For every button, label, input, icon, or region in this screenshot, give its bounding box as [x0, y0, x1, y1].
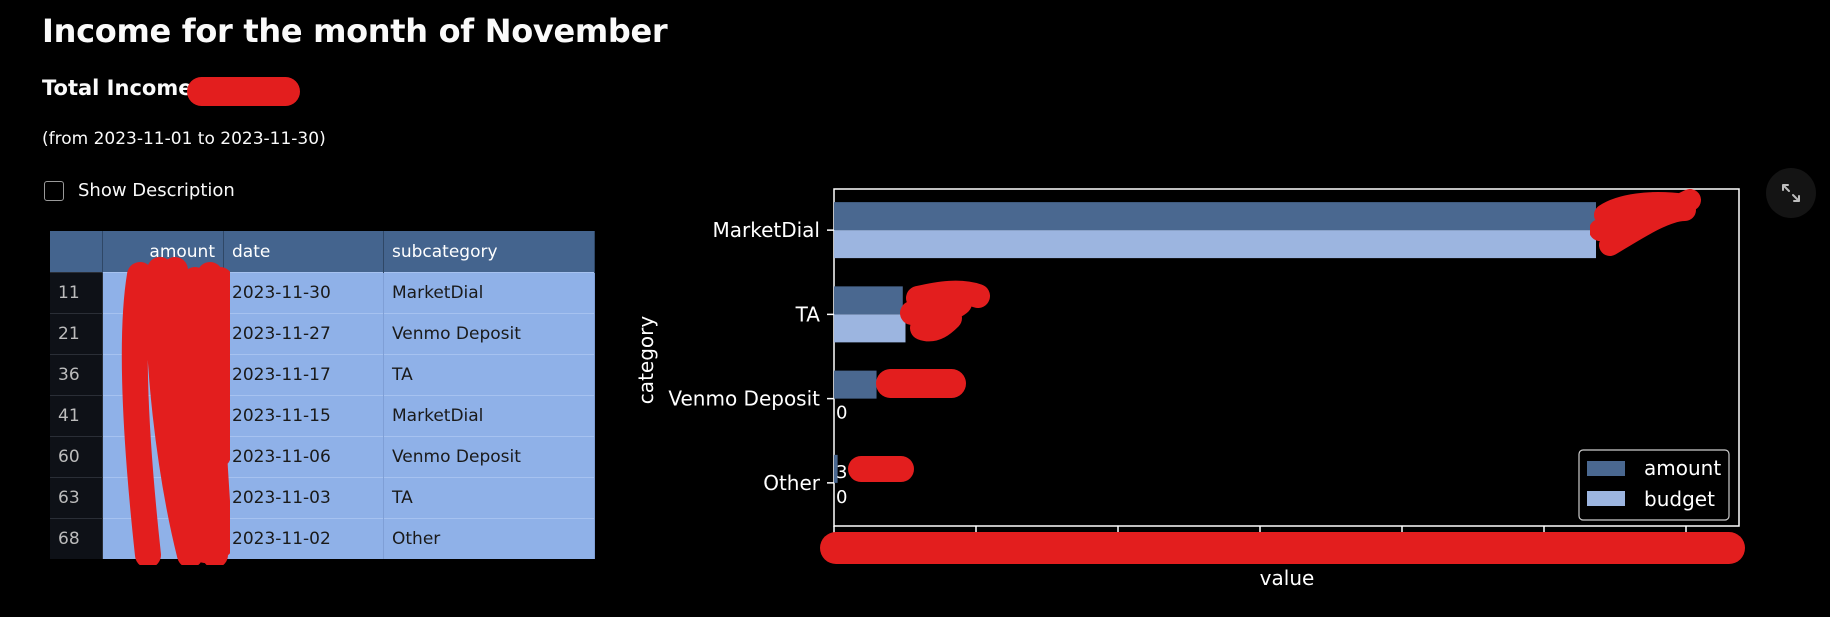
plot-frame — [833, 188, 1740, 527]
date-cell[interactable]: 2023-11-30 — [223, 272, 384, 314]
expand-icon — [1782, 184, 1800, 202]
show-description-checkbox[interactable] — [44, 180, 64, 201]
legend: amount budget — [1578, 449, 1730, 521]
x-axis-label: value — [1260, 566, 1315, 590]
row-index[interactable]: 41 — [50, 395, 103, 437]
show-description-label: Show Description — [78, 180, 235, 201]
row-index[interactable]: 21 — [50, 313, 103, 355]
index-header — [50, 231, 103, 273]
bar-amount-other — [834, 454, 838, 483]
date-cell[interactable]: 2023-11-02 — [223, 518, 384, 559]
y-tick-label: TA — [795, 302, 821, 326]
income-bar-chart: MarketDial TA Venmo Deposit Other 0 3 0 catego… — [634, 188, 1740, 590]
bar-value-label: 3 — [836, 462, 847, 483]
y-tick-label: Venmo Deposit — [668, 387, 820, 411]
bar-budget-marketdial — [834, 230, 1597, 259]
expand-chart-button[interactable] — [1766, 168, 1816, 218]
row-index[interactable]: 11 — [50, 272, 103, 314]
row-index[interactable]: 68 — [50, 518, 103, 559]
subcategory-header[interactable]: subcategory — [383, 231, 595, 273]
subcategory-cell[interactable]: MarketDial — [383, 395, 595, 437]
row-index[interactable]: 60 — [50, 436, 103, 478]
show-description-toggle[interactable]: Show Description — [44, 180, 235, 201]
subcategory-cell[interactable]: MarketDial — [383, 272, 595, 314]
date-range: (from 2023-11-01 to 2023-11-30) — [42, 129, 326, 149]
bar-amount-marketdial — [834, 202, 1597, 231]
date-cell[interactable]: 2023-11-15 — [223, 395, 384, 437]
date-header[interactable]: date — [223, 231, 384, 273]
redacted-amount-column — [121, 257, 230, 565]
redacted-marketdial-value — [1590, 189, 1701, 256]
redacted-venmo-value — [876, 369, 966, 398]
subcategory-cell[interactable]: Other — [383, 518, 595, 559]
date-cell[interactable]: 2023-11-27 — [223, 313, 384, 355]
page-title: Income for the month of November — [42, 12, 668, 50]
date-cell[interactable]: 2023-11-03 — [223, 477, 384, 519]
subcategory-cell[interactable]: TA — [383, 477, 595, 519]
subcategory-cell[interactable]: TA — [383, 354, 595, 396]
y-axis-label: category — [634, 316, 658, 405]
y-tick-label: Other — [763, 471, 821, 495]
date-cell[interactable]: 2023-11-17 — [223, 354, 384, 396]
legend-swatch-budget — [1587, 491, 1625, 506]
total-income-label: Total Income: — [42, 76, 201, 100]
redacted-other-value — [848, 456, 914, 482]
date-cell[interactable]: 2023-11-06 — [223, 436, 384, 478]
bar-budget-ta — [834, 314, 906, 343]
legend-label-budget: budget — [1644, 487, 1715, 511]
y-tick-label: MarketDial — [712, 218, 820, 242]
redacted-total-income — [187, 77, 300, 106]
row-index[interactable]: 63 — [50, 477, 103, 519]
table-row[interactable]: 68 2023-11-02 Other — [50, 518, 595, 559]
subcategory-cell[interactable]: Venmo Deposit — [383, 436, 595, 478]
redacted-x-tick-labels — [820, 532, 1745, 564]
legend-label-amount: amount — [1644, 456, 1721, 480]
bar-amount-ta — [834, 286, 903, 315]
bar-value-label: 0 — [836, 487, 847, 508]
subcategory-cell[interactable]: Venmo Deposit — [383, 313, 595, 355]
legend-swatch-amount — [1587, 461, 1625, 476]
bar-value-label: 0 — [836, 403, 847, 424]
row-index[interactable]: 36 — [50, 354, 103, 396]
redacted-ta-value — [900, 280, 990, 342]
bar-amount-venmo-deposit — [834, 370, 877, 399]
